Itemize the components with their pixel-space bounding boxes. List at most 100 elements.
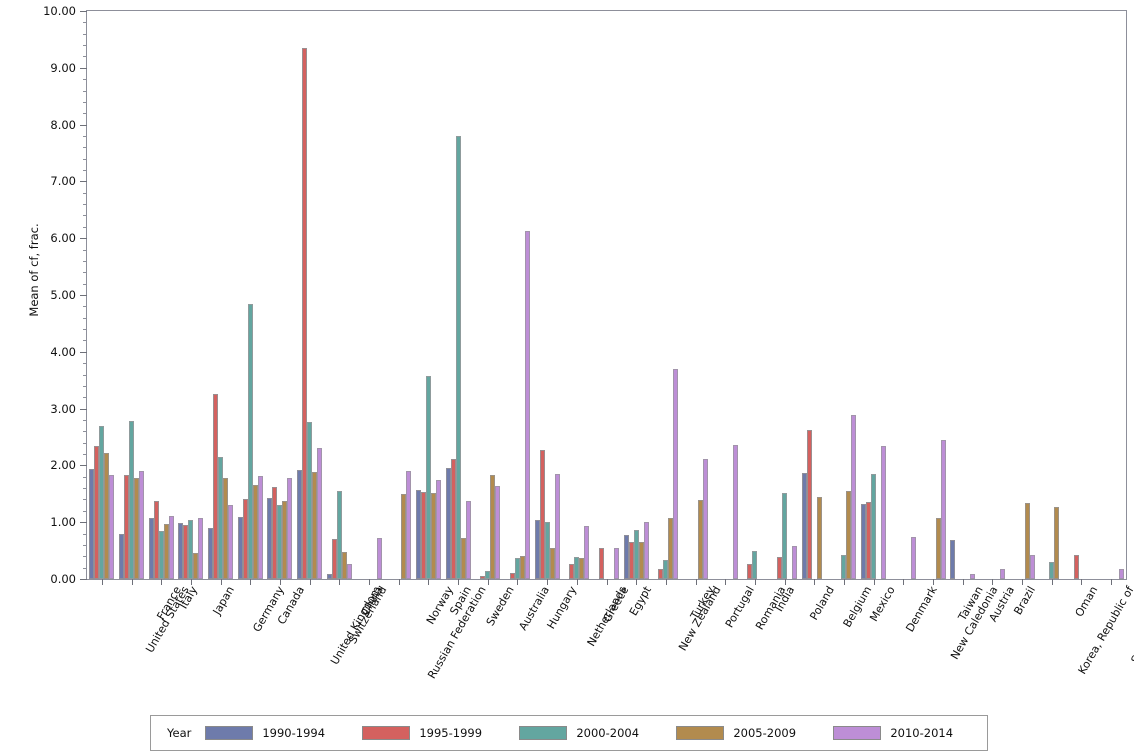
- bar[interactable]: [415, 489, 421, 579]
- bar[interactable]: [554, 473, 560, 579]
- bar[interactable]: [1029, 554, 1035, 579]
- bar[interactable]: [846, 490, 852, 579]
- bar[interactable]: [277, 505, 283, 579]
- bar[interactable]: [420, 491, 426, 579]
- bar[interactable]: [247, 303, 253, 579]
- bar[interactable]: [336, 490, 342, 579]
- bar[interactable]: [272, 486, 278, 579]
- bar-group[interactable]: [653, 11, 679, 585]
- bar-group[interactable]: [1099, 11, 1124, 585]
- bar[interactable]: [148, 517, 154, 579]
- bar-group[interactable]: [445, 11, 471, 585]
- bar[interactable]: [341, 552, 347, 579]
- bar-group[interactable]: [119, 11, 145, 585]
- bar[interactable]: [1054, 507, 1060, 579]
- legend-item[interactable]: 2010-2014: [833, 726, 980, 740]
- bar-group[interactable]: [623, 11, 649, 585]
- bar-group[interactable]: [415, 11, 441, 585]
- bar[interactable]: [228, 505, 234, 579]
- bar[interactable]: [1073, 555, 1079, 579]
- bar[interactable]: [638, 542, 644, 579]
- bar[interactable]: [910, 536, 916, 579]
- bar[interactable]: [94, 445, 100, 579]
- bar[interactable]: [579, 557, 585, 579]
- bar[interactable]: [703, 458, 709, 579]
- bar[interactable]: [673, 368, 679, 579]
- bar[interactable]: [312, 472, 318, 579]
- bar-group[interactable]: [713, 11, 738, 585]
- bar[interactable]: [119, 534, 125, 579]
- bar-group[interactable]: [89, 11, 115, 585]
- bar[interactable]: [346, 564, 352, 579]
- bar[interactable]: [302, 47, 308, 579]
- bar[interactable]: [777, 557, 783, 579]
- bar-group[interactable]: [267, 11, 293, 585]
- bar[interactable]: [139, 471, 145, 579]
- bar[interactable]: [430, 493, 436, 579]
- bar[interactable]: [950, 540, 956, 579]
- bar[interactable]: [129, 421, 135, 579]
- bar-group[interactable]: [178, 11, 204, 585]
- bar-group[interactable]: [891, 11, 916, 585]
- bar[interactable]: [539, 449, 545, 579]
- bar[interactable]: [213, 393, 219, 579]
- bar[interactable]: [104, 452, 110, 579]
- bar[interactable]: [514, 557, 520, 579]
- bar-group[interactable]: [297, 11, 323, 585]
- bar[interactable]: [208, 527, 214, 579]
- bar[interactable]: [331, 539, 337, 579]
- bar[interactable]: [168, 515, 174, 579]
- bar-group[interactable]: [594, 11, 619, 585]
- bar-group[interactable]: [801, 11, 827, 585]
- bar[interactable]: [614, 547, 619, 579]
- bar[interactable]: [643, 521, 649, 579]
- bar[interactable]: [317, 448, 323, 579]
- bar[interactable]: [841, 555, 847, 579]
- bar[interactable]: [242, 499, 248, 579]
- bar[interactable]: [782, 492, 788, 579]
- bar-group[interactable]: [208, 11, 234, 585]
- bar[interactable]: [490, 475, 496, 579]
- bar-group[interactable]: [861, 11, 887, 585]
- bar[interactable]: [465, 501, 471, 579]
- bar[interactable]: [732, 444, 738, 579]
- bar[interactable]: [89, 468, 95, 579]
- bar[interactable]: [816, 496, 822, 579]
- bar[interactable]: [534, 519, 540, 579]
- bar[interactable]: [549, 547, 555, 579]
- bar-group[interactable]: [742, 11, 767, 585]
- bar[interactable]: [153, 501, 159, 579]
- bar[interactable]: [376, 538, 382, 579]
- bar[interactable]: [698, 500, 704, 579]
- bar-group[interactable]: [1039, 11, 1064, 585]
- bar[interactable]: [633, 530, 639, 579]
- bar[interactable]: [287, 477, 293, 579]
- bar[interactable]: [267, 497, 273, 579]
- bar-group[interactable]: [683, 11, 709, 585]
- bar[interactable]: [935, 517, 941, 579]
- bar[interactable]: [495, 486, 501, 579]
- bar[interactable]: [747, 564, 753, 579]
- bar[interactable]: [599, 547, 604, 579]
- bar[interactable]: [752, 551, 758, 579]
- bar[interactable]: [628, 541, 634, 579]
- legend-item[interactable]: 1995-1999: [362, 726, 509, 740]
- bar[interactable]: [257, 476, 263, 579]
- bar-group[interactable]: [534, 11, 560, 585]
- bar-group[interactable]: [505, 11, 530, 585]
- bar[interactable]: [282, 500, 288, 579]
- bar[interactable]: [134, 477, 140, 579]
- bar[interactable]: [425, 375, 431, 579]
- bar[interactable]: [237, 517, 243, 579]
- bar[interactable]: [158, 530, 164, 579]
- bar[interactable]: [193, 553, 199, 579]
- bar[interactable]: [658, 569, 664, 579]
- bar[interactable]: [450, 458, 456, 579]
- bar-group[interactable]: [357, 11, 382, 585]
- bar[interactable]: [623, 534, 629, 579]
- bar[interactable]: [940, 439, 946, 579]
- bar-group[interactable]: [772, 11, 798, 585]
- bar[interactable]: [509, 572, 515, 579]
- bar[interactable]: [524, 230, 530, 579]
- bar[interactable]: [455, 135, 461, 579]
